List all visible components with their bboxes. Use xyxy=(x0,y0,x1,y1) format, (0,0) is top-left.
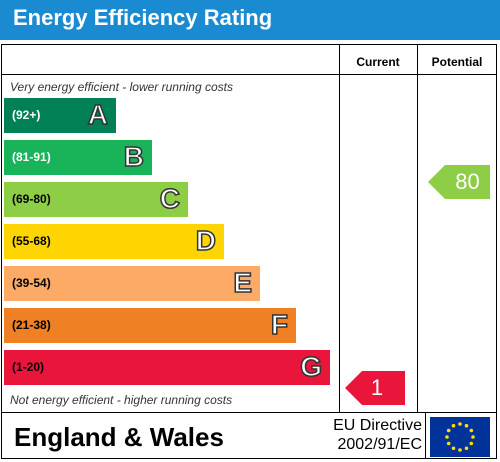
region-label: England & Wales xyxy=(14,422,224,452)
band-letter: D xyxy=(195,224,217,257)
band-letter: G xyxy=(299,350,322,383)
band-range: (1-20) xyxy=(12,360,45,374)
band-range: (55-68) xyxy=(12,234,51,248)
band-range: (69-80) xyxy=(12,192,51,206)
footer-flag-divider xyxy=(425,412,426,459)
band-range: (39-54) xyxy=(12,276,51,290)
potential-rating-arrow: 80 xyxy=(428,165,490,199)
potential-arrow-shape xyxy=(428,165,490,199)
current-rating-arrow: 1 xyxy=(345,371,405,405)
potential-column-header: Potential xyxy=(431,55,483,69)
efficient-note: Very energy efficient - lower running co… xyxy=(10,80,233,94)
inefficient-note: Not energy efficient - higher running co… xyxy=(10,393,233,407)
header-divider xyxy=(1,74,497,75)
eu-flag-icon xyxy=(430,417,490,457)
footer-divider xyxy=(1,412,497,413)
band-letter: E xyxy=(233,266,253,299)
band-f: (21-38) F xyxy=(4,308,296,343)
potential-rating-value: 80 xyxy=(455,169,480,194)
band-range: (21-38) xyxy=(12,318,51,332)
rating-frame xyxy=(1,44,497,459)
band-d: (55-68) D xyxy=(4,224,224,259)
band-range: (92+) xyxy=(12,108,41,122)
band-c: (69-80) C xyxy=(4,182,188,217)
current-column-header: Current xyxy=(356,55,400,69)
current-rating-value: 1 xyxy=(370,375,384,400)
band-letter: C xyxy=(159,182,181,215)
current-column-divider xyxy=(339,44,340,413)
band-letter: A xyxy=(87,98,109,131)
page-title: Energy Efficiency Rating xyxy=(13,5,273,30)
band-letter: F xyxy=(270,308,289,341)
directive-line-1: EU Directive xyxy=(333,417,422,434)
band-a: (92+) A xyxy=(4,98,116,133)
title-bar: Energy Efficiency Rating xyxy=(0,0,500,40)
band-e: (39-54) E xyxy=(4,266,260,301)
potential-column-divider xyxy=(417,44,418,413)
band-b: (81-91) B xyxy=(4,140,152,175)
eu-stars-icon xyxy=(445,422,475,452)
current-arrow-shape xyxy=(345,371,405,405)
band-g: (1-20) G xyxy=(4,350,330,385)
band-letter: B xyxy=(123,140,145,173)
directive-line-2: 2002/91/EC xyxy=(337,436,422,453)
band-range: (81-91) xyxy=(12,150,51,164)
